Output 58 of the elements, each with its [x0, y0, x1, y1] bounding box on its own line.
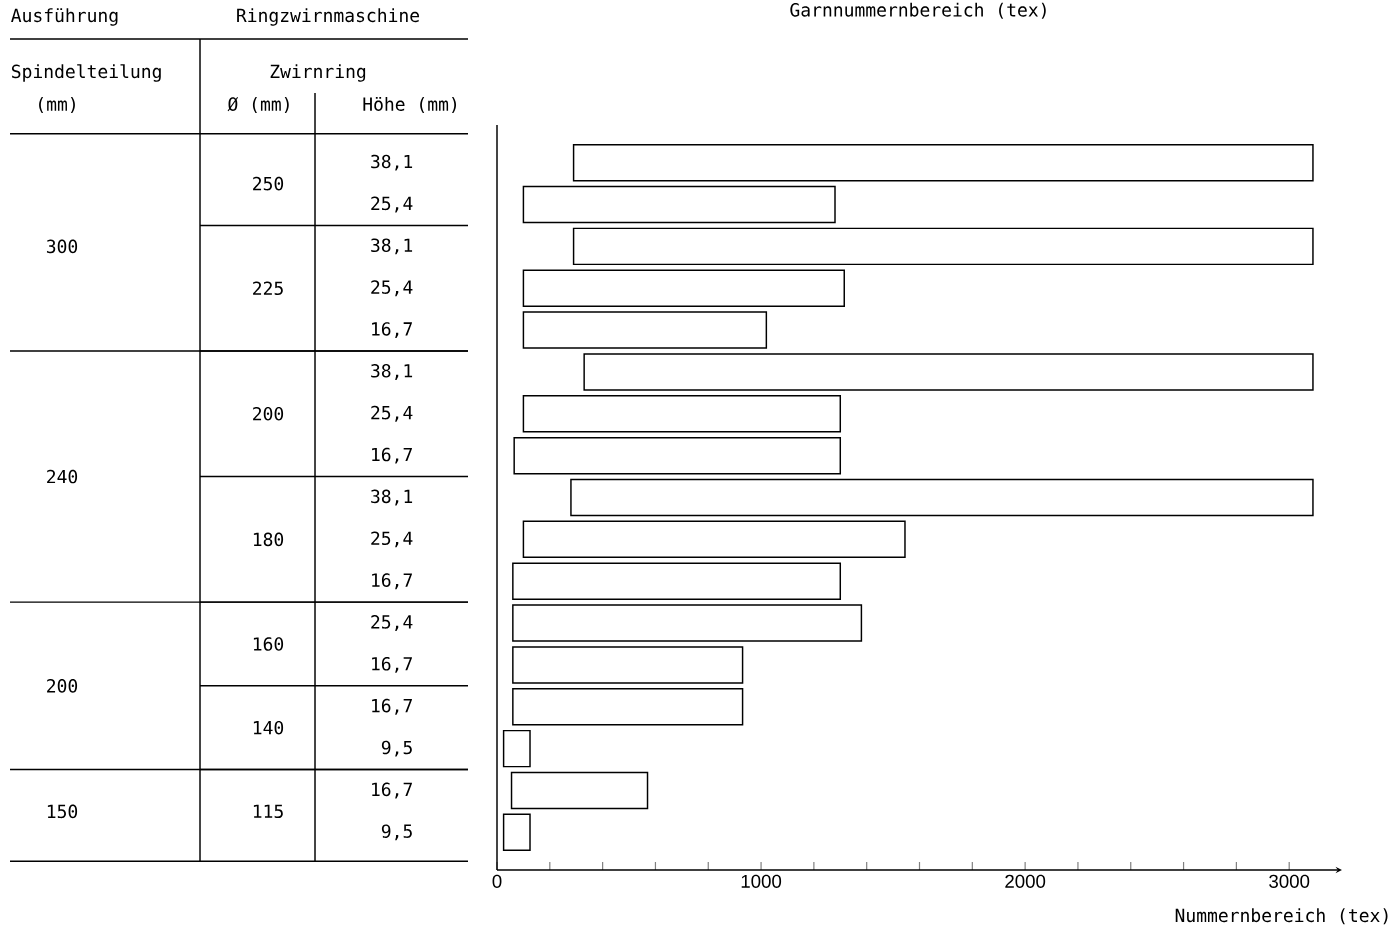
bar	[522, 311, 768, 349]
bar	[502, 813, 531, 852]
bar	[512, 604, 863, 642]
x-tick-label: 2000	[1005, 874, 1046, 888]
bar	[522, 520, 906, 559]
y-tick-label: 16,7	[372, 447, 412, 464]
text: Ringzwirnmaschine	[237, 8, 420, 26]
bar	[512, 562, 842, 600]
text: Zwirnring	[270, 64, 366, 82]
x-axis-title: Nummernbereich (tex)	[1175, 908, 1388, 925]
text: 140	[253, 720, 284, 735]
bar	[502, 729, 531, 768]
y-tick-label: 16,7	[372, 782, 412, 799]
y-tick-label: 38,1	[371, 489, 413, 506]
x-tick-label: 3000	[1269, 874, 1310, 888]
y-tick-label: 38,1	[371, 363, 413, 380]
y-tick-label: 25,4	[371, 615, 413, 632]
text: 240	[47, 469, 78, 484]
text: 115	[253, 804, 283, 819]
y-tick-label: 25,4	[371, 531, 413, 548]
bar	[510, 771, 649, 810]
bar	[512, 688, 744, 726]
text: 225	[253, 281, 283, 296]
text: 300	[46, 239, 78, 254]
text: Ø (mm)	[227, 96, 289, 114]
bar	[583, 353, 1314, 391]
text: Ausführung	[11, 8, 118, 26]
text: Spindelteilung	[11, 64, 161, 82]
bar	[572, 227, 1314, 266]
text: 180	[253, 532, 284, 547]
text: (mm)	[39, 96, 75, 114]
bar	[513, 436, 842, 475]
y-tick-label: 25,4	[371, 196, 413, 213]
y-tick-label: 38,1	[371, 154, 413, 171]
y-tick-label: 16,7	[372, 573, 412, 590]
text: Höhe (mm)	[363, 96, 457, 114]
bar	[572, 143, 1314, 182]
text: 200	[253, 406, 284, 421]
y-tick-label: 9,5	[381, 824, 412, 841]
y-tick-label: 38,1	[371, 238, 413, 255]
y-tick-label: 25,4	[371, 405, 413, 422]
bar	[512, 646, 744, 684]
text: 160	[253, 637, 284, 651]
x-tick-label: 1000	[741, 874, 782, 888]
x-tick-label: 0	[492, 874, 502, 888]
text: 200	[47, 679, 78, 693]
y-tick-label: 16,7	[372, 656, 412, 673]
y-tick-label: 16,7	[372, 322, 412, 339]
bar	[522, 185, 836, 224]
bar	[522, 395, 842, 433]
bar	[522, 269, 845, 307]
chart-title: Garnnummernbereich (tex)	[790, 2, 1046, 19]
text: 150	[47, 804, 78, 819]
y-tick-label: 9,5	[381, 740, 412, 757]
text: 250	[253, 176, 284, 191]
y-tick-label: 25,4	[371, 280, 413, 297]
y-tick-label: 16,7	[372, 698, 412, 715]
bar	[570, 478, 1314, 517]
